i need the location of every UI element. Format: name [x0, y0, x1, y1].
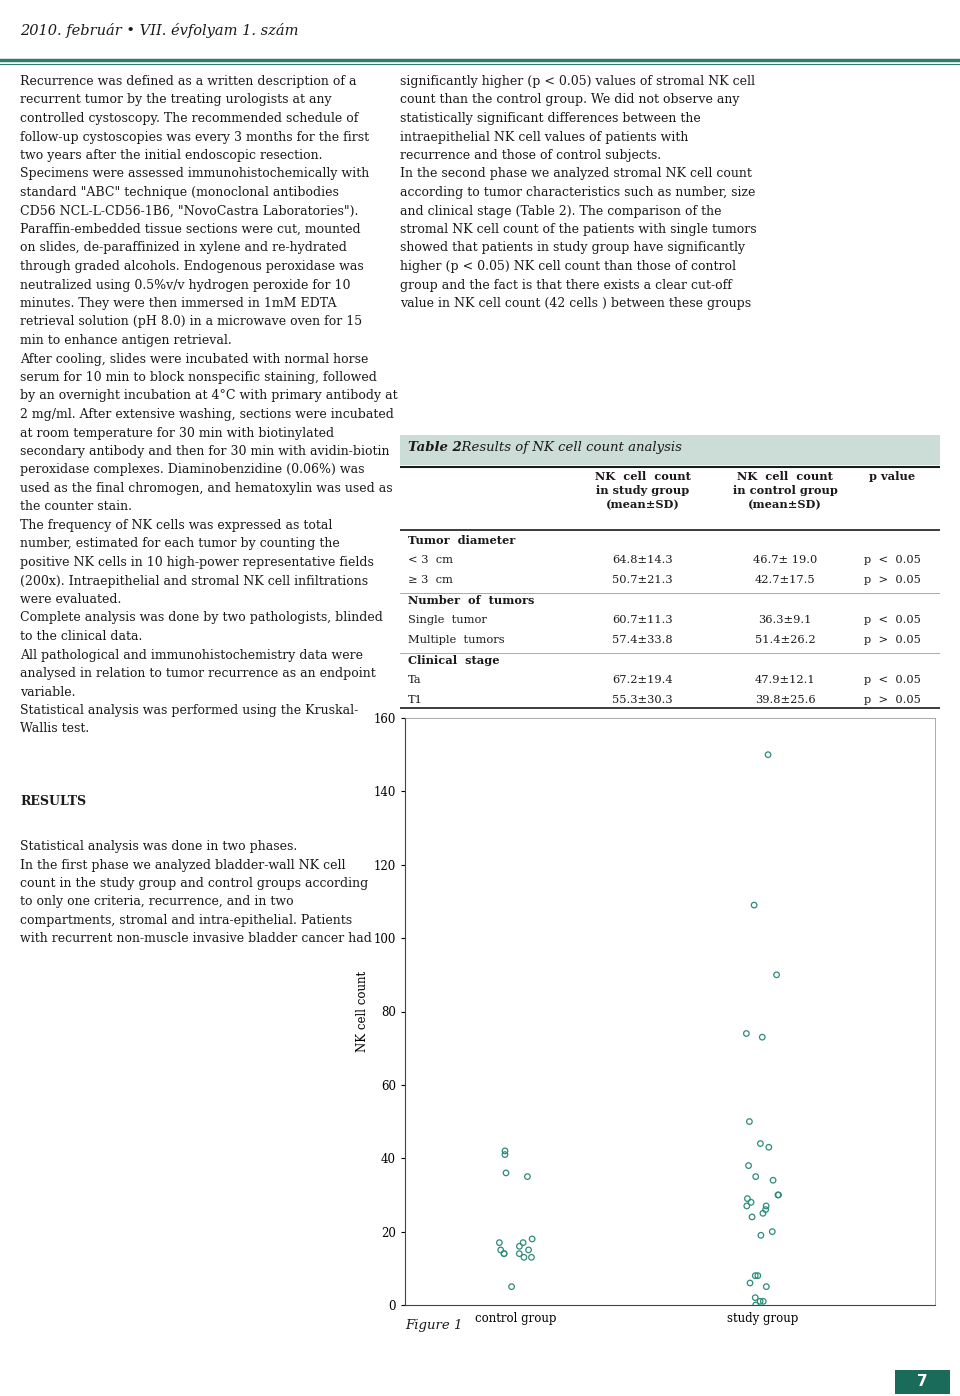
Point	[743, 1191, 758, 1213]
Text: p  <  0.05: p < 0.05	[864, 556, 921, 565]
Point	[761, 1136, 777, 1159]
Point	[497, 1143, 513, 1166]
Text: p  >  0.05: p > 0.05	[864, 695, 921, 705]
Point	[741, 1154, 756, 1177]
Point	[521, 1238, 537, 1261]
Text: 2010. február • VII. évfolyam 1. szám: 2010. február • VII. évfolyam 1. szám	[20, 22, 299, 38]
Text: Krpina Kristian et al: Prognostic value of NK cell count in bladder cancer recur: Krpina Kristian et al: Prognostic value …	[15, 1376, 509, 1388]
Point	[493, 1238, 509, 1261]
Point	[748, 1265, 763, 1287]
Text: Statistical analysis was done in two phases.
In the first phase we analyzed blad: Statistical analysis was done in two pha…	[20, 840, 372, 945]
Point	[756, 1202, 771, 1224]
Point	[498, 1161, 514, 1184]
Text: < 3  cm: < 3 cm	[408, 556, 453, 565]
Text: 51.4±26.2: 51.4±26.2	[755, 635, 815, 645]
Text: Multiple  tumors: Multiple tumors	[408, 635, 505, 645]
Point	[738, 1022, 754, 1044]
FancyBboxPatch shape	[895, 1369, 950, 1395]
Text: p  <  0.05: p < 0.05	[864, 616, 921, 625]
Point	[750, 1265, 765, 1287]
Text: significantly higher (p < 0.05) values of stromal NK cell
count than the control: significantly higher (p < 0.05) values o…	[400, 75, 756, 310]
Point	[769, 963, 784, 986]
Point	[753, 1290, 768, 1312]
Text: . Results of NK cell count analysis: . Results of NK cell count analysis	[453, 441, 682, 454]
Text: 57.4±33.8: 57.4±33.8	[612, 635, 673, 645]
Text: 47.9±12.1: 47.9±12.1	[755, 676, 815, 685]
Text: 7: 7	[917, 1375, 927, 1389]
Point	[771, 1184, 786, 1206]
Text: NK  cell  count
in study group
(mean±SD): NK cell count in study group (mean±SD)	[594, 470, 690, 511]
Text: 64.8±14.3: 64.8±14.3	[612, 556, 673, 565]
Text: 60.7±11.3: 60.7±11.3	[612, 616, 673, 625]
Text: Ta: Ta	[408, 676, 421, 685]
Point	[739, 1195, 755, 1217]
Point	[748, 1294, 763, 1316]
Text: 42.7±17.5: 42.7±17.5	[755, 575, 815, 585]
Text: p  >  0.05: p > 0.05	[864, 575, 921, 585]
Point	[753, 1132, 768, 1154]
Text: 55.3±30.3: 55.3±30.3	[612, 695, 673, 705]
Text: NK  cell  count
in control group
(mean±SD): NK cell count in control group (mean±SD)	[732, 470, 837, 511]
Point	[755, 1026, 770, 1048]
Point	[758, 1195, 774, 1217]
Point	[748, 1166, 763, 1188]
Point	[492, 1231, 507, 1254]
Text: Clinical  stage: Clinical stage	[408, 655, 499, 666]
Text: p  >  0.05: p > 0.05	[864, 635, 921, 645]
Text: 39.8±25.6: 39.8±25.6	[755, 695, 815, 705]
Point	[497, 1139, 513, 1161]
Point	[748, 1287, 763, 1309]
Point	[496, 1242, 512, 1265]
Y-axis label: NK cell count: NK cell count	[356, 972, 370, 1053]
Text: 36.3±9.1: 36.3±9.1	[758, 616, 812, 625]
Point	[504, 1276, 519, 1298]
Text: T1: T1	[408, 695, 422, 705]
Point	[512, 1235, 527, 1258]
Point	[760, 744, 776, 766]
Text: 50.7±21.3: 50.7±21.3	[612, 575, 673, 585]
Point	[740, 1188, 756, 1210]
Point	[765, 1168, 780, 1191]
Point	[516, 1231, 531, 1254]
Point	[758, 1198, 774, 1220]
Bar	[400, 436, 940, 465]
Point	[512, 1242, 527, 1265]
Text: Recurrence was defined as a written description of a
recurrent tumor by the trea: Recurrence was defined as a written desc…	[20, 75, 397, 736]
Point	[764, 1220, 780, 1242]
Point	[524, 1228, 540, 1251]
Point	[770, 1184, 785, 1206]
Text: 46.7± 19.0: 46.7± 19.0	[753, 556, 817, 565]
Text: Number  of  tumors: Number of tumors	[408, 595, 535, 606]
Point	[742, 1272, 757, 1294]
Text: Single  tumor: Single tumor	[408, 616, 487, 625]
Point	[754, 1224, 769, 1247]
Point	[524, 1247, 540, 1269]
Text: Tumor  diameter: Tumor diameter	[408, 535, 516, 546]
Text: Table 2: Table 2	[408, 441, 462, 454]
Point	[747, 893, 762, 916]
Point	[742, 1110, 757, 1132]
Point	[516, 1247, 532, 1269]
Text: p value: p value	[870, 470, 916, 482]
Text: p  <  0.05: p < 0.05	[864, 676, 921, 685]
Text: RESULTS: RESULTS	[20, 794, 86, 808]
Text: Figure 1: Figure 1	[405, 1318, 463, 1332]
Point	[744, 1206, 759, 1228]
Point	[758, 1276, 774, 1298]
Point	[496, 1242, 512, 1265]
Point	[519, 1166, 535, 1188]
Text: 67.2±19.4: 67.2±19.4	[612, 676, 673, 685]
Text: ≥ 3  cm: ≥ 3 cm	[408, 575, 453, 585]
Point	[756, 1290, 771, 1312]
